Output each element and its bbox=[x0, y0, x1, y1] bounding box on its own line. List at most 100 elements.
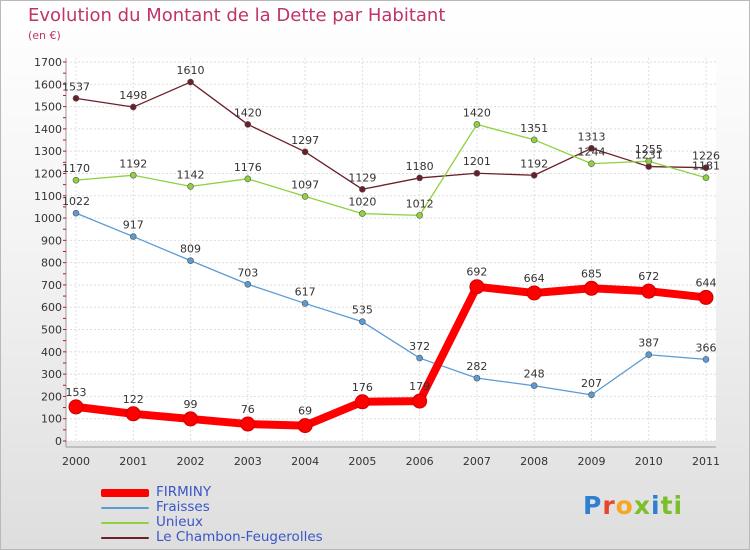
chart-subtitle: (en €) bbox=[28, 29, 61, 42]
data-label-unieux: 1420 bbox=[463, 106, 491, 119]
x-tick-label: 2001 bbox=[119, 455, 147, 468]
data-point-unieux bbox=[473, 121, 481, 128]
data-point-le-chambon-feugerolles bbox=[244, 121, 252, 128]
data-point-unieux bbox=[187, 183, 194, 190]
data-label-fraisses: 207 bbox=[581, 377, 602, 390]
legend-item: FIRMINY bbox=[101, 485, 351, 500]
data-point-le-chambon-feugerolles bbox=[702, 164, 710, 171]
legend-label: Fraisses bbox=[156, 499, 210, 515]
y-tick-label: 300 bbox=[41, 368, 62, 381]
data-point-fraisses bbox=[416, 354, 423, 362]
x-tick-label: 2010 bbox=[635, 455, 663, 468]
data-point-fraisses bbox=[530, 382, 538, 390]
data-point-le-chambon-feugerolles bbox=[301, 148, 309, 156]
data-label-le-chambon-feugerolles: 1297 bbox=[291, 134, 319, 147]
data-point-le-chambon-feugerolles bbox=[72, 95, 80, 102]
data-label-unieux: 1097 bbox=[291, 178, 319, 191]
data-label-le-chambon-feugerolles: 1226 bbox=[692, 150, 720, 163]
y-tick-label: 1000 bbox=[34, 212, 62, 225]
data-point-unieux bbox=[301, 193, 309, 200]
data-label-unieux: 1244 bbox=[577, 146, 605, 159]
y-tick-label: 200 bbox=[41, 390, 62, 403]
legend-item: Fraisses bbox=[101, 500, 351, 515]
data-label-unieux: 1012 bbox=[406, 197, 434, 210]
legend-swatch bbox=[101, 489, 149, 497]
data-point-fraisses bbox=[129, 233, 137, 240]
data-label-firminy: 122 bbox=[123, 393, 144, 406]
data-point-unieux bbox=[72, 176, 80, 184]
legend-swatch bbox=[101, 522, 149, 524]
data-point-firminy bbox=[412, 393, 428, 409]
data-point-firminy bbox=[583, 280, 599, 296]
data-label-unieux: 1142 bbox=[177, 168, 205, 181]
data-point-firminy bbox=[641, 283, 657, 299]
data-point-fraisses bbox=[645, 351, 653, 359]
chart-title: Evolution du Montant de la Dette par Hab… bbox=[28, 5, 446, 26]
legend-label: FIRMINY bbox=[156, 484, 212, 500]
data-label-unieux: 1176 bbox=[234, 161, 262, 174]
data-label-firminy: 153 bbox=[66, 386, 87, 399]
data-label-le-chambon-feugerolles: 1201 bbox=[463, 155, 491, 168]
data-point-fraisses bbox=[473, 374, 481, 382]
x-tick-label: 2002 bbox=[177, 455, 205, 468]
data-point-firminy bbox=[698, 289, 714, 305]
data-label-fraisses: 703 bbox=[237, 266, 258, 279]
data-point-fraisses bbox=[72, 209, 80, 217]
data-point-unieux bbox=[530, 136, 538, 144]
data-point-firminy bbox=[526, 285, 542, 301]
data-label-firminy: 664 bbox=[524, 272, 545, 285]
data-label-fraisses: 282 bbox=[466, 360, 487, 373]
data-label-le-chambon-feugerolles: 1129 bbox=[348, 171, 376, 184]
data-label-fraisses: 372 bbox=[409, 340, 430, 353]
x-tick-label: 2000 bbox=[62, 455, 90, 468]
data-label-firminy: 179 bbox=[409, 380, 430, 393]
data-point-fraisses bbox=[588, 391, 595, 399]
series-line-fraisses bbox=[75, 212, 707, 396]
data-label-le-chambon-feugerolles: 1313 bbox=[577, 130, 605, 143]
data-point-unieux bbox=[416, 212, 423, 219]
x-tick-label: 2011 bbox=[692, 455, 720, 468]
data-point-firminy bbox=[183, 411, 199, 427]
data-label-le-chambon-feugerolles: 1231 bbox=[635, 149, 663, 162]
y-tick-label: 700 bbox=[41, 279, 62, 292]
data-point-unieux bbox=[359, 210, 366, 217]
data-point-firminy bbox=[354, 394, 370, 410]
data-point-unieux bbox=[702, 174, 710, 182]
data-label-le-chambon-feugerolles: 1537 bbox=[62, 80, 90, 93]
data-point-unieux bbox=[129, 171, 137, 179]
y-tick-label: 1700 bbox=[34, 56, 62, 69]
data-label-unieux: 1181 bbox=[692, 160, 720, 173]
legend-item: Le Chambon-Feugerolles bbox=[101, 530, 351, 545]
y-tick-label: 600 bbox=[41, 301, 62, 314]
y-tick-label: 400 bbox=[41, 346, 62, 359]
y-tick-label: 500 bbox=[41, 324, 62, 337]
data-label-le-chambon-feugerolles: 1180 bbox=[406, 160, 434, 173]
y-tick-label: 900 bbox=[41, 234, 62, 247]
x-tick-label: 2006 bbox=[406, 455, 434, 468]
data-point-le-chambon-feugerolles bbox=[359, 185, 366, 193]
data-label-fraisses: 917 bbox=[123, 219, 144, 232]
data-point-le-chambon-feugerolles bbox=[473, 169, 481, 177]
data-label-fraisses: 1022 bbox=[62, 195, 90, 208]
data-point-le-chambon-feugerolles bbox=[530, 171, 538, 179]
proxiti-logo: Proxiti bbox=[583, 491, 684, 520]
data-label-firminy: 685 bbox=[581, 267, 602, 280]
data-label-firminy: 672 bbox=[638, 270, 659, 283]
data-point-le-chambon-feugerolles bbox=[588, 144, 595, 152]
data-point-le-chambon-feugerolles bbox=[416, 174, 423, 182]
data-label-le-chambon-feugerolles: 1420 bbox=[234, 106, 262, 119]
data-label-firminy: 76 bbox=[241, 403, 255, 416]
x-tick-label: 2007 bbox=[463, 455, 491, 468]
data-label-le-chambon-feugerolles: 1610 bbox=[177, 64, 205, 77]
data-label-unieux: 1351 bbox=[520, 122, 548, 135]
series-line-firminy bbox=[75, 282, 707, 430]
data-point-le-chambon-feugerolles bbox=[129, 103, 137, 111]
data-point-firminy bbox=[297, 418, 313, 434]
x-tick-label: 2005 bbox=[348, 455, 376, 468]
data-label-firminy: 69 bbox=[298, 405, 312, 418]
data-point-unieux bbox=[244, 175, 252, 183]
data-label-fraisses: 535 bbox=[352, 304, 373, 317]
chart-legend: FIRMINY Fraisses Unieux Le Chambon-Feugerol… bbox=[101, 485, 351, 545]
x-tick-label: 2008 bbox=[520, 455, 548, 468]
